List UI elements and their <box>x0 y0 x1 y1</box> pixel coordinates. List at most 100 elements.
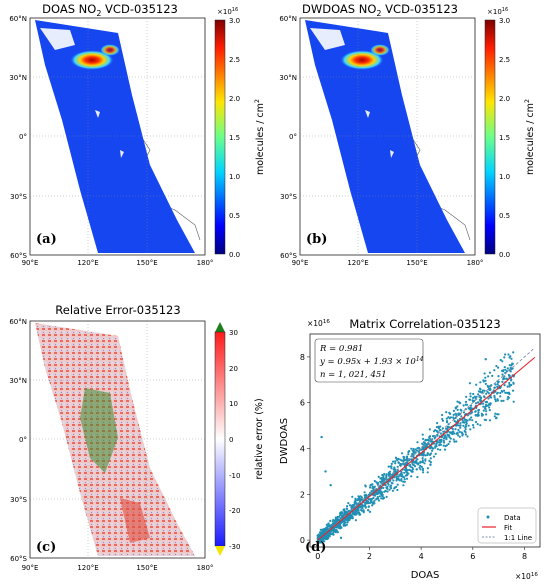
data-point <box>343 523 346 526</box>
data-point <box>346 521 349 524</box>
data-point <box>460 431 463 434</box>
data-point <box>429 447 432 450</box>
colorbar-ticks: -30 -20 -10 0 10 20 30 <box>229 329 240 551</box>
colorbar <box>214 19 226 255</box>
data-point <box>460 415 463 418</box>
svg-text:90°E: 90°E <box>22 564 39 572</box>
data-point <box>474 420 478 424</box>
svg-text:30°N: 30°N <box>9 377 27 385</box>
y-tick-label: 2 <box>300 490 305 499</box>
data-point <box>504 391 507 394</box>
data-point <box>361 504 364 508</box>
data-point <box>417 446 420 449</box>
satellite-swath <box>35 20 195 253</box>
identity-line <box>317 347 536 541</box>
data-point <box>331 528 334 531</box>
data-point <box>396 483 399 486</box>
data-point <box>489 395 492 398</box>
svg-text:-30: -30 <box>229 543 240 551</box>
data-point <box>402 457 405 460</box>
data-point <box>440 438 443 441</box>
lon-tick-labels: 90°E 120°E 150°E 180° <box>22 259 214 267</box>
data-point <box>400 459 403 462</box>
data-point <box>377 482 380 485</box>
data-point <box>420 465 423 468</box>
svg-text:10: 10 <box>229 400 238 408</box>
data-point <box>488 419 492 422</box>
data-point <box>503 375 506 378</box>
data-point <box>411 470 414 473</box>
data-point <box>320 540 323 543</box>
data-point <box>501 360 504 363</box>
data-point <box>421 459 424 462</box>
data-point <box>365 494 368 497</box>
svg-text:150°E: 150°E <box>136 259 157 267</box>
data-point <box>444 434 447 437</box>
data-point <box>434 452 437 455</box>
data-point <box>465 423 468 426</box>
data-point <box>435 426 438 429</box>
data-point <box>396 488 399 492</box>
data-point <box>341 519 345 523</box>
svg-text:180°: 180° <box>197 259 214 267</box>
data-point <box>456 408 459 411</box>
data-point <box>399 463 402 466</box>
svg-text:1.0: 1.0 <box>499 173 510 181</box>
data-point <box>436 448 439 451</box>
data-point <box>466 435 469 438</box>
data-point <box>487 375 490 378</box>
y-exponent: ×1016 <box>307 319 330 328</box>
svg-text:0°: 0° <box>289 133 297 141</box>
data-point <box>338 515 341 518</box>
data-point <box>429 461 432 464</box>
svg-text:30°S: 30°S <box>280 193 297 201</box>
data-point <box>484 357 487 361</box>
data-point <box>412 447 415 451</box>
data-point <box>419 464 422 467</box>
lat-tick-labels: 60°N 30°N 0° 30°S 60°S <box>9 15 27 260</box>
data-point <box>497 413 500 416</box>
data-point <box>493 386 496 389</box>
data-point <box>510 357 513 360</box>
chart-title: Matrix Correlation-035123 <box>349 317 500 331</box>
data-point <box>368 498 371 501</box>
svg-text:90°E: 90°E <box>22 259 39 267</box>
data-point <box>431 449 434 452</box>
data-point <box>469 398 472 401</box>
y-tick-label: 4 <box>300 445 305 454</box>
data-point <box>493 394 496 397</box>
data-point <box>476 401 479 404</box>
data-point <box>362 504 366 507</box>
panel-d-scatter: Matrix Correlation-035123 ×1016 0 2 4 6 8 0 2 4… <box>279 317 541 581</box>
data-point <box>408 450 411 453</box>
data-point <box>429 457 432 460</box>
y-tick-label: 8 <box>300 353 305 362</box>
data-point <box>475 383 478 386</box>
svg-text:60°N: 60°N <box>279 15 297 23</box>
data-point <box>377 499 381 502</box>
data-point <box>468 418 471 421</box>
x-tick-label: 0 <box>315 552 320 561</box>
no2-hotspot <box>340 50 384 70</box>
data-point <box>363 491 366 494</box>
data-point <box>354 513 357 516</box>
data-point <box>437 427 440 430</box>
data-point <box>499 391 502 395</box>
data-point <box>346 505 349 508</box>
data-point <box>394 460 397 463</box>
data-point <box>493 415 496 418</box>
data-point <box>325 527 328 531</box>
data-point <box>364 506 367 509</box>
data-point <box>345 523 348 526</box>
svg-text:0°: 0° <box>19 436 27 444</box>
data-point <box>473 395 476 398</box>
data-point <box>452 430 455 433</box>
data-point <box>472 392 475 396</box>
data-point <box>432 447 435 450</box>
data-point <box>345 507 348 510</box>
data-point <box>512 351 515 354</box>
data-point <box>362 511 365 514</box>
data-point <box>434 446 437 449</box>
lat-tick-labels: 60°N 30°N 0° 30°S 60°S <box>9 318 27 563</box>
svg-text:0.0: 0.0 <box>499 251 510 259</box>
